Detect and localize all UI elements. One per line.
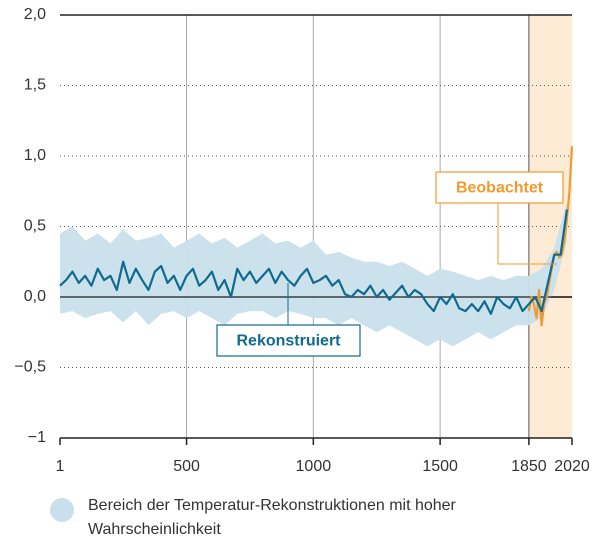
- uncertainty-band: [60, 201, 567, 347]
- series-line: [59, 209, 569, 316]
- x-tick-label: 500: [173, 458, 200, 475]
- y-tick-label: 1,5: [24, 77, 46, 94]
- x-tick-label: 2020: [554, 458, 590, 475]
- annotation-label: Rekonstruiert: [236, 333, 341, 350]
- legend-row: Bereich der Temperatur-Rekonstruktionen …: [50, 494, 570, 542]
- x-tick-label: 1000: [296, 458, 332, 475]
- legend-swatch: [50, 498, 74, 522]
- annotation-box: [216, 324, 361, 357]
- legend: Bereich der Temperatur-Rekonstruktionen …: [50, 494, 570, 542]
- x-tick-label: 1500: [422, 458, 458, 475]
- annotation-label: Beobachtet: [456, 180, 544, 197]
- x-tick-label: 1: [56, 458, 65, 475]
- y-tick-label: 1,0: [24, 147, 46, 164]
- annotation-connector: [497, 203, 557, 265]
- y-tick-label: −1: [28, 429, 46, 446]
- legend-label: Bereich der Temperatur-Rekonstruktionen …: [88, 497, 456, 538]
- x-tick-label: 1850: [511, 458, 547, 475]
- y-tick-label: −0,5: [14, 359, 46, 376]
- y-tick-label: 0,5: [24, 218, 46, 235]
- y-tick-label: 0,0: [24, 288, 46, 305]
- annotation-box: [435, 171, 564, 204]
- y-tick-label: 2,0: [24, 6, 46, 23]
